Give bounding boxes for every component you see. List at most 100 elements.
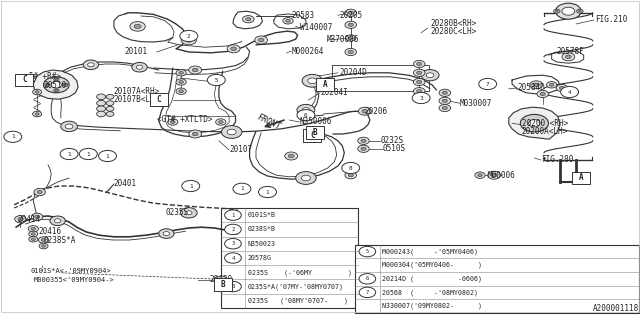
Circle shape: [35, 113, 39, 115]
Text: W140007: W140007: [300, 23, 332, 33]
Text: 1: 1: [11, 134, 15, 139]
Polygon shape: [33, 70, 78, 99]
Circle shape: [442, 91, 447, 94]
Circle shape: [413, 60, 425, 68]
Text: 5: 5: [365, 249, 369, 254]
Text: 3: 3: [419, 95, 423, 100]
Circle shape: [4, 131, 22, 142]
Circle shape: [348, 23, 353, 27]
Circle shape: [412, 92, 430, 104]
Circle shape: [51, 82, 61, 88]
Circle shape: [442, 99, 447, 102]
Circle shape: [537, 90, 548, 98]
Text: N350006: N350006: [300, 117, 332, 126]
Circle shape: [421, 69, 439, 81]
Circle shape: [246, 18, 251, 21]
Text: C: C: [156, 95, 161, 104]
Circle shape: [83, 60, 99, 70]
Bar: [221, 208, 358, 308]
Circle shape: [302, 108, 310, 112]
Circle shape: [348, 166, 353, 170]
Circle shape: [417, 62, 422, 66]
Circle shape: [176, 70, 186, 76]
Text: 7: 7: [486, 82, 490, 86]
Circle shape: [28, 226, 38, 232]
Circle shape: [179, 90, 184, 92]
Text: M000243(     -'05MY0406): M000243( -'05MY0406): [382, 248, 478, 255]
Text: 4: 4: [568, 90, 572, 94]
Circle shape: [31, 213, 43, 220]
Text: 1: 1: [266, 189, 269, 195]
Circle shape: [361, 147, 366, 150]
Bar: [316, 78, 334, 91]
Circle shape: [488, 171, 500, 179]
Text: M000264: M000264: [291, 47, 324, 57]
Circle shape: [106, 101, 114, 106]
Circle shape: [132, 62, 147, 72]
Circle shape: [180, 30, 198, 42]
Circle shape: [227, 45, 240, 53]
Circle shape: [566, 55, 572, 59]
Circle shape: [225, 238, 241, 249]
Circle shape: [231, 47, 237, 51]
Circle shape: [345, 172, 356, 179]
Circle shape: [417, 80, 422, 84]
Bar: [303, 129, 321, 141]
Text: M00006: M00006: [488, 172, 515, 180]
Circle shape: [221, 125, 242, 138]
Text: M000355<'09MY0904->: M000355<'09MY0904->: [33, 277, 114, 283]
Text: M370006: M370006: [326, 36, 359, 44]
Text: M000304('05MY0406-      ): M000304('05MY0406- ): [382, 262, 482, 268]
Circle shape: [64, 84, 67, 85]
Circle shape: [577, 9, 583, 13]
Circle shape: [285, 19, 291, 22]
Circle shape: [308, 78, 317, 84]
Text: 1: 1: [86, 151, 90, 156]
Text: C: C: [310, 131, 315, 140]
Circle shape: [442, 106, 447, 110]
Circle shape: [520, 115, 548, 132]
Circle shape: [42, 245, 45, 247]
Text: N350023: N350023: [248, 241, 276, 247]
Circle shape: [348, 173, 353, 177]
Text: 1: 1: [189, 183, 193, 188]
Text: 20200A<LH>: 20200A<LH>: [522, 127, 568, 136]
Text: FRONT: FRONT: [255, 113, 282, 132]
Circle shape: [296, 172, 316, 184]
Text: <I# +R#>: <I# +R#>: [24, 72, 61, 81]
Circle shape: [50, 216, 65, 226]
Text: B: B: [220, 280, 225, 289]
Circle shape: [79, 148, 97, 160]
Circle shape: [297, 109, 315, 121]
Circle shape: [285, 152, 298, 160]
Circle shape: [561, 86, 579, 98]
Circle shape: [562, 53, 575, 61]
Circle shape: [97, 106, 106, 112]
Circle shape: [170, 121, 175, 124]
Text: 20200 <RH>: 20200 <RH>: [522, 119, 568, 128]
Text: A: A: [579, 173, 584, 182]
Circle shape: [38, 237, 49, 243]
Circle shape: [345, 21, 356, 28]
Circle shape: [179, 71, 184, 74]
Circle shape: [37, 190, 42, 194]
Circle shape: [35, 91, 39, 93]
Circle shape: [31, 238, 35, 240]
Circle shape: [46, 84, 49, 85]
Circle shape: [180, 208, 197, 218]
Bar: [214, 278, 232, 291]
Circle shape: [39, 243, 48, 249]
Circle shape: [300, 113, 312, 121]
Circle shape: [182, 180, 200, 192]
Circle shape: [106, 106, 114, 111]
Circle shape: [41, 239, 46, 241]
Circle shape: [106, 94, 114, 99]
Circle shape: [54, 89, 59, 92]
Circle shape: [227, 129, 236, 135]
Circle shape: [477, 174, 483, 177]
Circle shape: [225, 281, 241, 292]
Circle shape: [413, 88, 425, 95]
Text: C: C: [22, 76, 27, 84]
Text: 0235S   ('08MY'0707-    ): 0235S ('08MY'0707- ): [248, 298, 348, 304]
Circle shape: [65, 124, 73, 129]
